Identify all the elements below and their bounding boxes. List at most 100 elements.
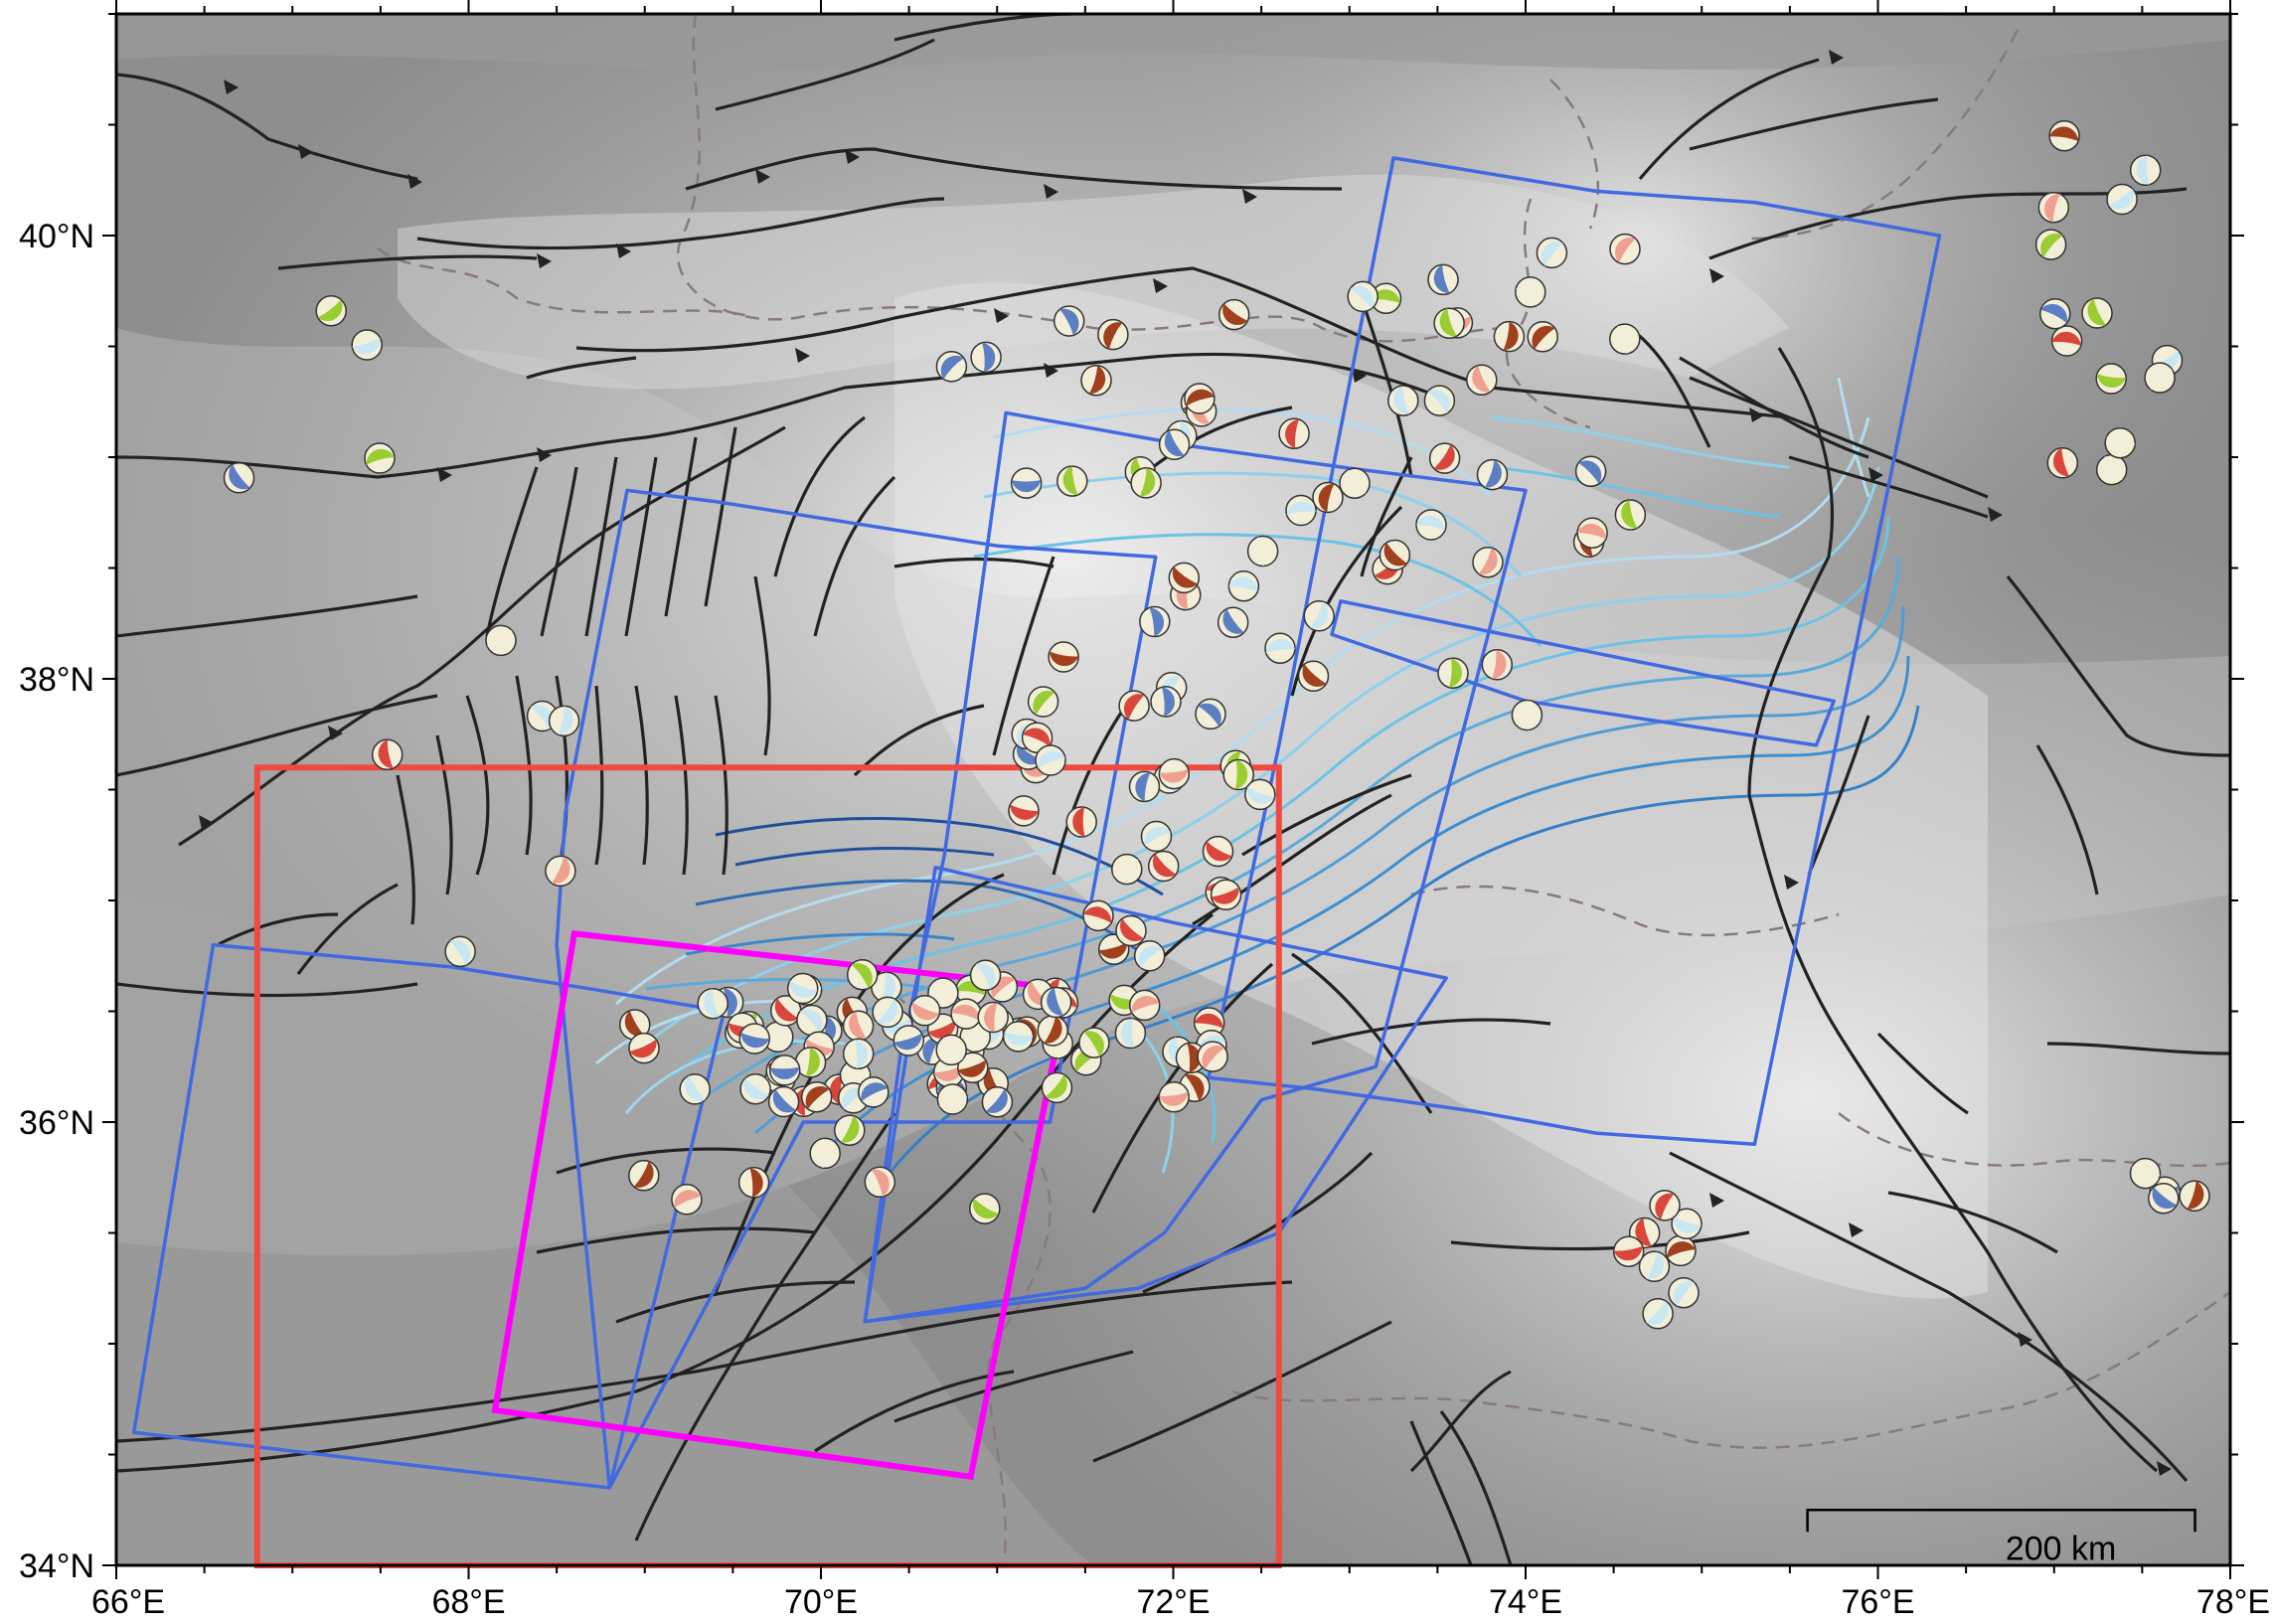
focal-mechanism	[1312, 481, 1344, 514]
focal-mechanism	[1437, 657, 1469, 689]
focal-mechanism	[1476, 458, 1509, 491]
focal-mechanism	[1184, 383, 1216, 414]
focal-mechanism	[2050, 325, 2083, 357]
focal-mechanism	[1527, 321, 1558, 353]
focal-mechanism	[1065, 806, 1097, 838]
focal-mechanism	[1379, 539, 1411, 571]
focal-mechanism	[2148, 1182, 2180, 1215]
focal-mechanism	[1415, 509, 1447, 541]
focal-mechanism	[2106, 183, 2138, 216]
scale-bar: 200 km	[1806, 1509, 2196, 1567]
focal-mechanism	[1423, 385, 1456, 416]
focal-mechanism	[1217, 298, 1250, 331]
focal-mechanism	[1222, 758, 1254, 791]
focal-mechanism	[935, 351, 968, 383]
focal-mechanism	[1130, 467, 1162, 499]
focal-mechanism	[959, 1021, 991, 1054]
focal-mechanism	[1347, 280, 1379, 313]
focal-mechanism	[1053, 305, 1085, 337]
focal-mechanism	[969, 959, 1002, 991]
focal-mechanism	[1078, 1027, 1110, 1058]
focal-mechanism	[796, 1004, 828, 1037]
focal-mechanism	[842, 1010, 875, 1043]
focal-mechanism	[1472, 546, 1504, 578]
focal-mechanism	[738, 1023, 770, 1055]
thrust-barbs	[199, 50, 2172, 1476]
focal-mechanism	[1481, 649, 1514, 681]
focal-mechanism	[1278, 417, 1310, 449]
focal-mechanism	[1111, 853, 1143, 886]
lat-tick-label: 34°N	[19, 1547, 94, 1585]
focal-mechanism	[1158, 428, 1191, 461]
focal-mechanisms	[223, 119, 2210, 1330]
focal-mechanism	[1574, 455, 1607, 487]
focal-mechanism	[2046, 447, 2079, 479]
focal-mechanism	[1433, 307, 1465, 339]
focal-mechanism	[936, 1083, 969, 1115]
axis-ticks	[102, 0, 2244, 1579]
focal-mechanism	[1428, 442, 1461, 474]
focal-mechanism	[1158, 1081, 1190, 1113]
focal-mechanism	[545, 855, 576, 888]
lon-tick-label: 66°E	[91, 1583, 165, 1621]
focal-mechanism	[871, 971, 902, 1004]
lon-tick-label: 76°E	[1841, 1583, 1914, 1621]
focal-mechanism	[2081, 297, 2113, 329]
lon-tick-label: 78°E	[2196, 1583, 2270, 1621]
focal-mechanism	[1195, 698, 1226, 731]
focal-mechanism	[1035, 744, 1066, 776]
focal-mechanism	[444, 935, 476, 968]
focal-mechanism	[1128, 989, 1161, 1022]
focal-mechanism	[315, 295, 347, 327]
focal-mechanism	[371, 738, 404, 771]
focal-mechanism	[737, 1167, 770, 1199]
focal-mechanism	[2037, 191, 2070, 224]
focal-mechanism	[618, 1009, 651, 1041]
focal-mechanism	[628, 1032, 660, 1064]
focal-mechanism	[1285, 494, 1317, 527]
focal-mechanism	[1037, 1015, 1068, 1047]
focal-mechanism	[1493, 320, 1526, 353]
focal-mechanism	[1139, 605, 1171, 638]
focal-mechanism	[351, 329, 383, 361]
focal-mechanism	[957, 1052, 989, 1084]
focal-mechanism	[1168, 562, 1201, 594]
focal-mechanism	[1147, 850, 1180, 883]
focal-mechanism	[1056, 465, 1088, 497]
lat-tick-label: 40°N	[19, 218, 94, 255]
focal-mechanism	[1158, 757, 1191, 790]
satellite-frame-4	[131, 942, 727, 1490]
focus-area-box	[491, 930, 1071, 1481]
focal-mechanism	[1576, 517, 1608, 549]
focal-mechanism	[846, 958, 879, 991]
focal-mechanism	[768, 1055, 801, 1086]
focal-mechanism	[858, 1076, 890, 1108]
lon-tick-label: 74°E	[1489, 1583, 1562, 1621]
focal-mechanism	[628, 1160, 660, 1192]
focal-mechanism	[1140, 820, 1173, 853]
focal-mechanism	[2039, 297, 2071, 330]
focal-mechanism	[485, 624, 517, 657]
focal-mechanism	[981, 1086, 1014, 1118]
focal-mechanism	[2095, 363, 2127, 395]
focal-mechanism	[1193, 1007, 1225, 1039]
focal-mechanism	[1082, 899, 1114, 932]
focal-mechanism	[1638, 1250, 1671, 1283]
focal-mechanism	[1202, 835, 1234, 868]
focal-mechanism	[2144, 362, 2176, 394]
focal-mechanism	[762, 1021, 794, 1054]
focal-mechanism	[2104, 426, 2136, 459]
focal-mechanism	[1649, 1190, 1681, 1221]
scale-bar-label: 200 km	[2006, 1530, 2117, 1567]
focal-mechanism	[1008, 795, 1040, 827]
lat-tick-label: 36°N	[19, 1104, 94, 1142]
focal-mechanism	[1210, 879, 1242, 911]
focal-mechanism	[364, 442, 396, 474]
focal-mechanism	[872, 996, 903, 1029]
focal-mechanism	[1128, 770, 1161, 803]
focal-mechanism	[1665, 1234, 1697, 1267]
focal-mechanism	[977, 1001, 1009, 1034]
focal-mechanism	[1609, 323, 1641, 355]
focal-mechanism	[1150, 686, 1182, 718]
